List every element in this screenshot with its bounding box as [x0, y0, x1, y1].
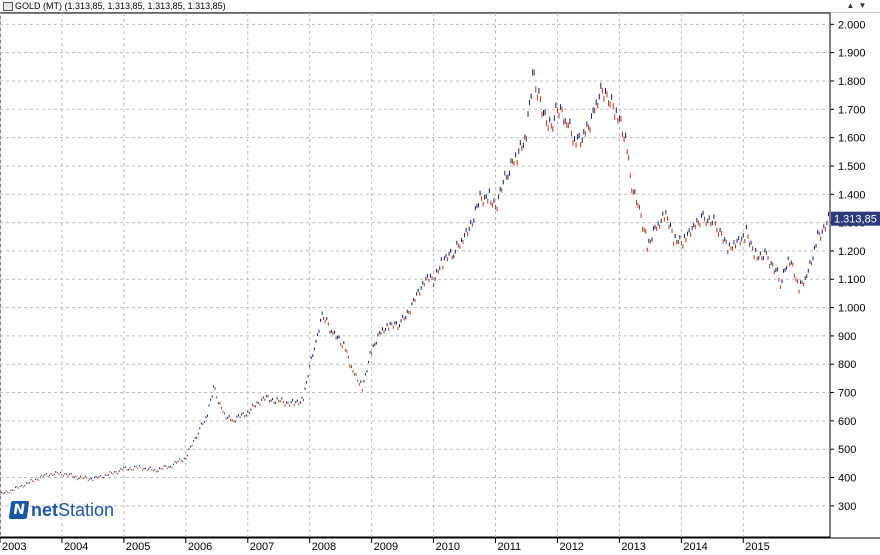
y-tick-label: 1.600 — [838, 133, 866, 145]
y-tick-label: 700 — [838, 388, 856, 400]
last-price-tag-bg — [831, 211, 880, 226]
netstation-logo-text: netStation — [31, 499, 115, 520]
x-tick-label: 2007 — [250, 541, 274, 553]
y-tick-label: 400 — [838, 473, 856, 485]
y-tick-label: 300 — [838, 501, 856, 513]
y-tick-label: 1.100 — [838, 274, 866, 286]
scroll-down-button[interactable]: ▼ — [858, 1, 867, 10]
last-price-tag: 1.313,85 — [831, 211, 880, 226]
x-axis: 2003 2004 2005 2006 2007 2008 2009 2010 2011 2012… — [0, 537, 770, 553]
netstation-logo-icon: N — [8, 501, 30, 519]
last-price-label: 1.313,85 — [834, 214, 877, 226]
plot-frame — [0, 12, 831, 538]
x-tick-label: 2014 — [683, 541, 707, 553]
x-tick-label: 2003 — [2, 541, 26, 553]
y-tick-label: 900 — [838, 331, 856, 343]
y-tick-label: 500 — [838, 444, 856, 456]
x-tick-label: 2010 — [436, 541, 460, 553]
y-tick-label: 1.200 — [838, 246, 866, 258]
y-tick-label: 1.900 — [838, 48, 866, 60]
chart-grid — [0, 12, 880, 539]
scroll-up-button[interactable]: ▲ — [846, 1, 855, 10]
window-title: GOLD (MT) (1.313,85, 1.313,85, 1.313,85,… — [15, 1, 226, 11]
chart-window-icon — [3, 2, 13, 11]
y-tick-label: 1.700 — [838, 104, 866, 116]
x-tick-label: 2013 — [621, 541, 645, 553]
y-axis: 3004005006007008009001.0001.1001.2001.30… — [830, 19, 866, 513]
x-tick-label: 2015 — [745, 541, 769, 553]
x-tick-label: 2005 — [126, 541, 150, 553]
x-tick-label: 2009 — [374, 541, 398, 553]
x-tick-label: 2004 — [64, 541, 88, 553]
y-tick-label: 1.400 — [838, 189, 866, 201]
x-tick-label: 2006 — [188, 541, 212, 553]
chart-plot-area — [0, 69, 829, 496]
x-tick-label: 2008 — [312, 541, 336, 553]
y-tick-label: 2.000 — [838, 19, 866, 31]
netstation-logo: N netStation — [8, 499, 115, 521]
y-tick-label: 1.500 — [838, 161, 866, 173]
x-tick-label: 2012 — [559, 541, 583, 553]
y-tick-label: 600 — [838, 416, 856, 428]
y-tick-label: 800 — [838, 359, 856, 371]
x-tick-label: 2011 — [498, 541, 522, 553]
y-tick-label: 1.800 — [838, 76, 866, 88]
y-tick-label: 1.000 — [838, 303, 866, 315]
